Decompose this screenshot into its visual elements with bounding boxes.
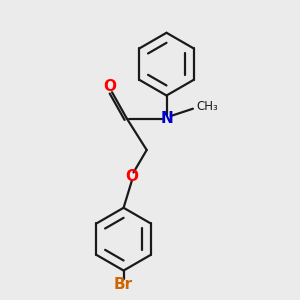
Text: Br: Br xyxy=(114,277,133,292)
Text: CH₃: CH₃ xyxy=(196,100,218,112)
Text: N: N xyxy=(160,111,173,126)
Text: O: O xyxy=(125,169,138,184)
Text: O: O xyxy=(103,79,116,94)
